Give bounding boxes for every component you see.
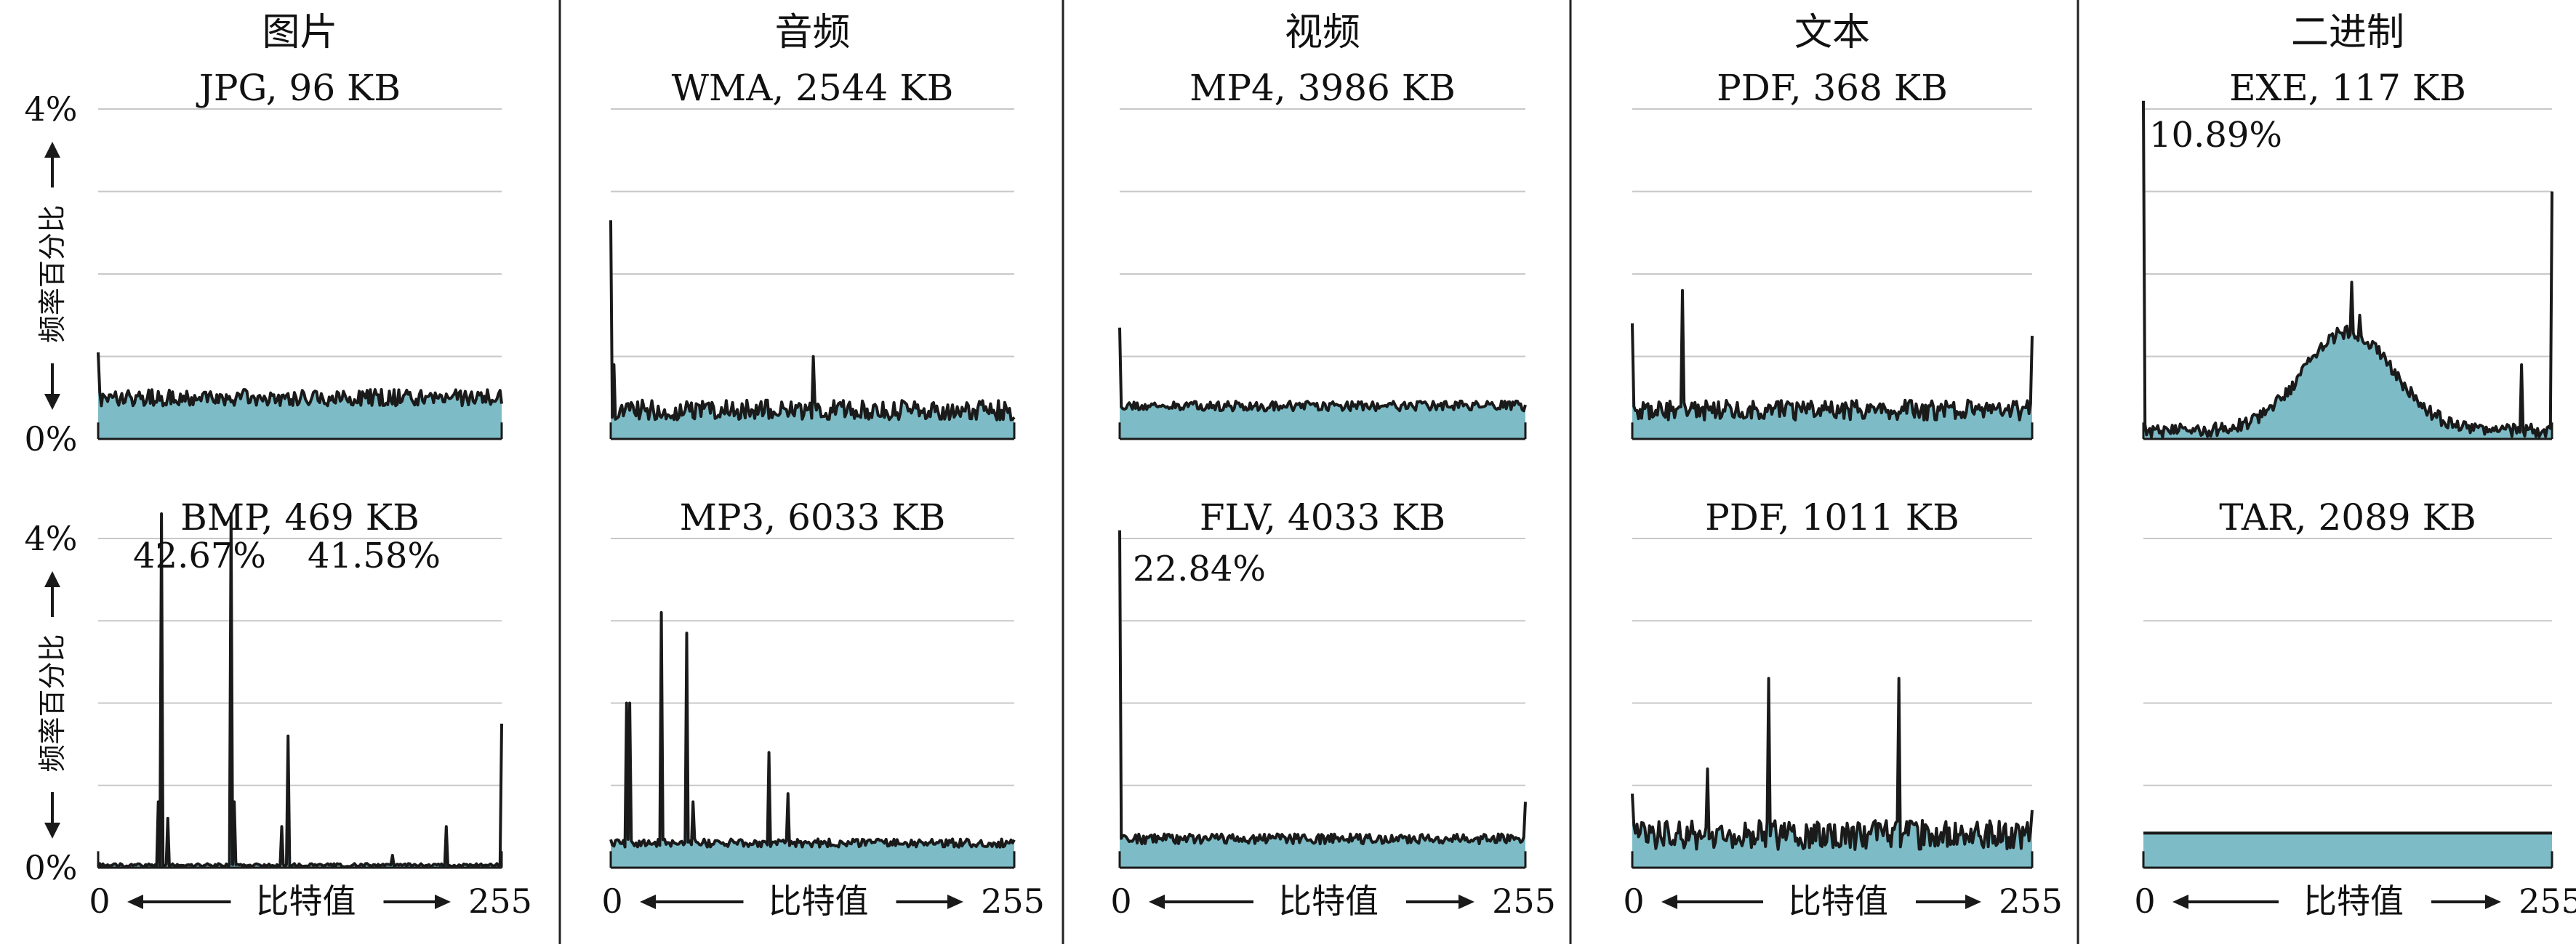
x-arrow-right-head — [2485, 895, 2501, 909]
x-arrow-right-head — [1965, 895, 1981, 909]
x-arrow-left-head — [640, 895, 656, 909]
series-line — [1631, 677, 2034, 851]
x-axis-label: 比特值 — [1788, 882, 1888, 921]
y-arrow-down-head — [44, 394, 60, 410]
series-area — [611, 612, 1014, 868]
y-axis-label: 频率百分比 — [36, 205, 68, 343]
series-area — [1632, 678, 2032, 868]
y-axis-label: 频率百分比 — [36, 634, 68, 772]
chart-title: EXE, 117 KB — [2229, 67, 2466, 109]
y-arrow-down-head — [44, 823, 60, 839]
category-label-1: 音频 — [774, 11, 850, 55]
x-axis-label: 比特值 — [769, 882, 869, 921]
y-axis-row-0: 4% 0% 频率百分比 — [25, 89, 78, 459]
x-axis-label: 比特值 — [2303, 882, 2404, 921]
chart-panel-2: WMA, 2544 KB — [609, 67, 1016, 440]
x-arrow-right-head — [1458, 895, 1474, 909]
chart-panel-0: JPG, 96 KB — [97, 67, 503, 440]
y-tick-bottom: 0% — [25, 848, 78, 887]
series-line — [609, 220, 1016, 421]
y-tick-bottom: 0% — [25, 419, 78, 459]
series-area — [2143, 833, 2552, 868]
chart-title: PDF, 1011 KB — [1705, 496, 1959, 538]
x-tick-end: 255 — [1492, 882, 1556, 921]
series-area — [2143, 100, 2552, 439]
series-line — [97, 512, 503, 868]
series-line — [609, 610, 1016, 849]
category-label-2: 视频 — [1285, 11, 1360, 55]
series-area — [1120, 327, 1525, 439]
series-line — [1118, 327, 1527, 413]
chart-panel-5: FLV, 4033 KB 22.84% 0 255 比特值 — [1110, 496, 1556, 921]
chart-panel-3: MP3, 6033 KB 0 255 比特值 — [601, 496, 1045, 921]
x-tick-end: 255 — [468, 882, 532, 921]
x-tick-end: 255 — [2519, 882, 2576, 921]
peak-label: 10.89% — [2149, 115, 2282, 156]
x-arrow-right-head — [435, 895, 451, 909]
series-line — [97, 352, 503, 408]
y-tick-top: 4% — [25, 519, 78, 558]
y-arrow-up-head — [44, 142, 60, 158]
series-area — [1632, 290, 2032, 439]
x-tick-end: 255 — [981, 882, 1045, 921]
x-axis-label: 比特值 — [256, 882, 356, 921]
chart-title: BMP, 469 KB — [180, 496, 420, 538]
chart-title: TAR, 2089 KB — [2219, 496, 2476, 538]
chart-title: JPG, 96 KB — [196, 67, 401, 109]
x-arrow-left-head — [127, 895, 143, 909]
category-label-3: 文本 — [1794, 11, 1870, 55]
series-line — [2142, 100, 2553, 439]
category-label-0: 图片 — [262, 11, 337, 55]
chart-title: MP4, 3986 KB — [1189, 67, 1456, 109]
x-arrow-left-head — [1661, 895, 1677, 909]
peak-label: 41.58% — [308, 536, 441, 576]
y-arrow-up-head — [44, 571, 60, 587]
chart-panel-4: MP4, 3986 KB — [1118, 67, 1527, 440]
x-arrow-right-head — [947, 895, 963, 909]
x-arrow-left-head — [1149, 895, 1165, 909]
x-tick-start: 0 — [601, 882, 622, 921]
peak-label: 22.84% — [1133, 549, 1266, 589]
x-tick-start: 0 — [2134, 882, 2155, 921]
chart-panel-6: PDF, 368 KB — [1631, 67, 2034, 440]
chart-panel-9: TAR, 2089 KB 0 255 比特值 — [2134, 496, 2576, 921]
chart-title: MP3, 6033 KB — [680, 496, 946, 538]
x-tick-start: 0 — [89, 882, 110, 921]
y-tick-top: 4% — [25, 89, 78, 129]
series-line — [1631, 289, 2034, 421]
category-label-4: 二进制 — [2291, 11, 2404, 55]
x-axis-label: 比特值 — [1278, 882, 1379, 921]
y-axis-row-1: 4% 0% 频率百分比 — [25, 519, 78, 887]
chart-panel-7: PDF, 1011 KB 0 255 比特值 — [1623, 496, 2063, 921]
x-arrow-left-head — [2172, 895, 2188, 909]
series-line — [1118, 530, 1527, 846]
chart-title: WMA, 2544 KB — [672, 67, 954, 109]
series-area — [98, 352, 502, 439]
x-tick-end: 255 — [1999, 882, 2063, 921]
chart-title: PDF, 368 KB — [1717, 67, 1948, 109]
x-tick-start: 0 — [1623, 882, 1644, 921]
x-tick-start: 0 — [1110, 882, 1131, 921]
peak-label: 42.67% — [133, 536, 266, 576]
chart-title: FLV, 4033 KB — [1200, 496, 1445, 538]
chart-panel-8: EXE, 117 KB 10.89% — [2142, 67, 2553, 440]
